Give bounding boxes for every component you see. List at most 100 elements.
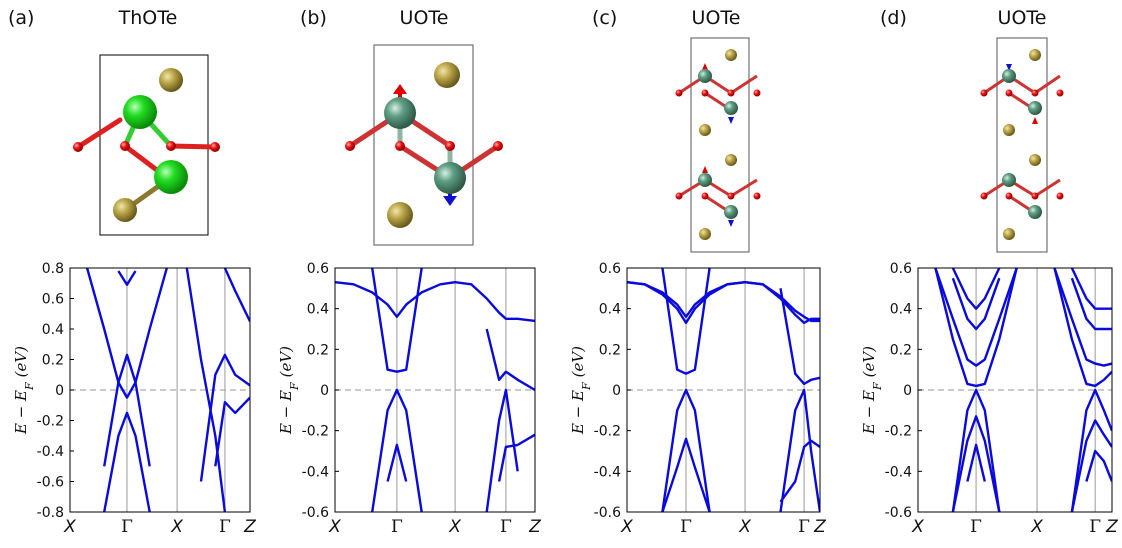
band bbox=[103, 411, 151, 512]
x-tick-label: Γ bbox=[500, 517, 512, 537]
x-tick-label: Γ bbox=[121, 517, 133, 537]
y-tick-label: 0.4 bbox=[42, 322, 64, 338]
y-tick-label: -0.4 bbox=[594, 464, 621, 480]
structure-a bbox=[73, 54, 220, 236]
x-tick-label: X bbox=[170, 517, 183, 537]
panel-label: (b) bbox=[300, 7, 327, 29]
x-tick-label: Z bbox=[528, 517, 541, 537]
band bbox=[214, 396, 250, 467]
band bbox=[117, 270, 137, 286]
x-tick-label: X bbox=[1030, 517, 1043, 537]
x-tick-label: X bbox=[911, 517, 924, 537]
y-tick-label: 0.2 bbox=[890, 342, 912, 358]
x-tick-label: Γ bbox=[219, 517, 231, 537]
x-tick-label: Γ bbox=[1089, 517, 1101, 537]
y-tick-label: -0.2 bbox=[302, 424, 329, 440]
y-label-sub: F bbox=[23, 382, 36, 391]
y-label-unit: (eV) bbox=[569, 346, 587, 378]
y-label-unit: (eV) bbox=[12, 346, 30, 378]
bands bbox=[934, 268, 1112, 512]
band bbox=[661, 388, 820, 512]
y-tick-label: 0.4 bbox=[890, 302, 912, 318]
panel-label: (a) bbox=[8, 7, 34, 29]
band bbox=[934, 268, 1112, 388]
band bbox=[951, 277, 1112, 331]
y-tick-label: 0 bbox=[612, 383, 621, 399]
y-tick-label: 0.4 bbox=[599, 302, 621, 318]
axes-frame bbox=[626, 267, 821, 513]
y-tick-label: 0.2 bbox=[599, 342, 621, 358]
y-tick-label: -0.6 bbox=[302, 505, 329, 521]
band bbox=[934, 268, 1112, 367]
x-tick-label: Z bbox=[243, 517, 256, 537]
band bbox=[966, 443, 1112, 482]
y-tick-label: 0 bbox=[55, 383, 64, 399]
panel-label: (c) bbox=[592, 7, 617, 29]
x-tick-label: X bbox=[328, 517, 341, 537]
y-tick-label: -0.4 bbox=[37, 444, 64, 460]
y-tick-label: -0.2 bbox=[594, 424, 621, 440]
band bbox=[661, 268, 820, 386]
y-axis-label: E − EF (eV) bbox=[860, 346, 884, 435]
bands bbox=[85, 268, 250, 512]
y-tick-label: 0.2 bbox=[42, 353, 64, 369]
y-tick-label: 0.6 bbox=[599, 261, 621, 277]
x-tick-label: Γ bbox=[391, 517, 403, 537]
x-tick-label: Γ bbox=[970, 517, 982, 537]
y-tick-label: -0.4 bbox=[885, 464, 912, 480]
band bbox=[951, 388, 1112, 512]
y-tick-label: -0.6 bbox=[594, 505, 621, 521]
y-tick-label: 0.6 bbox=[307, 261, 329, 277]
band bbox=[103, 353, 151, 467]
y-label-sub: F bbox=[871, 382, 884, 391]
y-label-sub: F bbox=[288, 382, 301, 391]
y-tick-label: -0.6 bbox=[37, 475, 64, 491]
x-tick-label: X bbox=[738, 517, 751, 537]
band bbox=[661, 437, 820, 512]
y-tick-label: -0.6 bbox=[885, 505, 912, 521]
band bbox=[951, 268, 1112, 310]
y-tick-label: 0 bbox=[903, 383, 912, 399]
band bbox=[85, 268, 168, 399]
y-axis-label: E − EF (eV) bbox=[277, 346, 301, 435]
y-label-main: E − E bbox=[569, 390, 587, 435]
band bbox=[627, 281, 820, 325]
panel-label: (d) bbox=[880, 7, 907, 29]
x-tick-label: X bbox=[448, 517, 461, 537]
y-label-unit: (eV) bbox=[860, 346, 878, 378]
chart-title: ThOTe bbox=[118, 7, 178, 29]
bands bbox=[627, 268, 820, 512]
bands bbox=[335, 268, 535, 512]
x-tick-label: X bbox=[63, 517, 76, 537]
y-tick-label: 0.8 bbox=[42, 261, 64, 277]
y-tick-label: 0.6 bbox=[890, 261, 912, 277]
chart-title: UOTe bbox=[998, 7, 1047, 29]
band bbox=[386, 433, 535, 482]
band bbox=[371, 388, 519, 512]
y-tick-label: 0.2 bbox=[307, 342, 329, 358]
y-tick-label: 0.6 bbox=[42, 292, 64, 308]
chart-title: UOTe bbox=[400, 7, 449, 29]
axes-frame bbox=[917, 267, 1113, 513]
band bbox=[335, 281, 535, 323]
structure-c bbox=[675, 37, 761, 253]
x-tick-label: Z bbox=[813, 517, 826, 537]
band bbox=[951, 415, 1112, 512]
band bbox=[371, 268, 535, 392]
y-label-unit: (eV) bbox=[277, 346, 295, 378]
structure-b bbox=[345, 44, 503, 246]
y-tick-label: 0.4 bbox=[307, 302, 329, 318]
chart-title: UOTe bbox=[692, 7, 741, 29]
y-tick-label: -0.2 bbox=[885, 424, 912, 440]
axes-frame bbox=[334, 267, 536, 513]
band bbox=[185, 268, 227, 512]
x-tick-label: Z bbox=[1105, 517, 1118, 537]
x-tick-label: Γ bbox=[680, 517, 692, 537]
y-tick-label: -0.8 bbox=[37, 505, 64, 521]
y-label-main: E − E bbox=[277, 390, 295, 435]
band bbox=[199, 353, 250, 482]
